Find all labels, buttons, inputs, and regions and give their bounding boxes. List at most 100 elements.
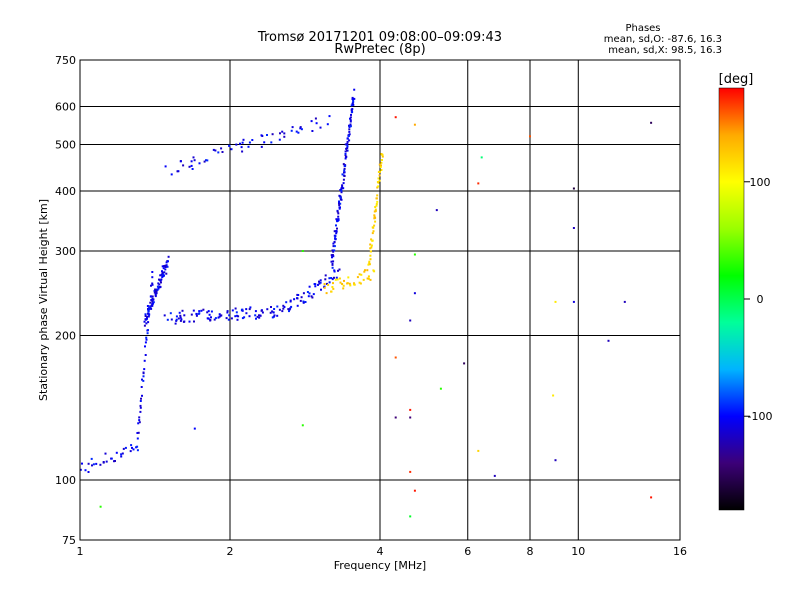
trace-point-o bbox=[182, 320, 185, 323]
trace-point-x bbox=[334, 278, 337, 281]
trace-point-o bbox=[335, 232, 338, 235]
trace-point-o bbox=[314, 117, 317, 120]
x-axis-label: Frequency [MHz] bbox=[334, 559, 426, 572]
trace-point-o bbox=[163, 314, 166, 317]
trace-point-o bbox=[285, 301, 288, 304]
trace-point-o bbox=[220, 314, 223, 317]
trace-point-x bbox=[367, 263, 370, 266]
trace-point-o bbox=[290, 305, 293, 308]
trace-point-o bbox=[300, 128, 303, 131]
trace-point-o bbox=[209, 318, 212, 321]
trace-point-o bbox=[255, 317, 257, 320]
trace-point-o bbox=[87, 462, 90, 465]
trace-point-o bbox=[312, 293, 315, 296]
trace-point-o bbox=[349, 117, 351, 120]
trace-point-o bbox=[248, 141, 251, 144]
trace-point-o bbox=[333, 245, 336, 248]
trace-point-o bbox=[245, 308, 248, 311]
trace-point-o bbox=[139, 410, 142, 413]
trace-point-o bbox=[328, 277, 331, 280]
trace-point-o bbox=[190, 160, 193, 163]
trace-point-o bbox=[344, 143, 347, 146]
trace-point-o bbox=[347, 135, 350, 137]
trace-point-x bbox=[375, 197, 378, 200]
trace-point-x bbox=[376, 194, 379, 197]
trace-point-x bbox=[379, 166, 382, 169]
trace-point-x bbox=[330, 290, 333, 293]
trace-point-o bbox=[153, 291, 156, 294]
trace-point-x bbox=[379, 170, 381, 173]
trace-point-o bbox=[136, 449, 139, 452]
trace-point-o bbox=[331, 263, 334, 266]
trace-point-o bbox=[272, 315, 275, 318]
trace-point-o bbox=[288, 308, 291, 311]
trace-point-x bbox=[380, 169, 383, 171]
trace-point-x bbox=[372, 269, 375, 272]
trace-point-o bbox=[348, 139, 351, 142]
trace-point-o bbox=[283, 306, 286, 308]
trace-point-o bbox=[339, 196, 342, 199]
trace-point-o bbox=[269, 311, 272, 314]
trace-point-o bbox=[163, 274, 165, 277]
colorbar-ticks: 100 0 -100 bbox=[744, 176, 772, 423]
trace-point-o bbox=[349, 116, 352, 119]
trace-point-o bbox=[163, 271, 166, 274]
trace-point-o bbox=[158, 286, 161, 289]
trace-point-o bbox=[328, 281, 331, 284]
trace-point-o bbox=[350, 113, 352, 116]
trace-point-o bbox=[271, 310, 274, 313]
trace-point-o bbox=[192, 309, 195, 312]
trace-point-o bbox=[114, 460, 116, 462]
trace-point-x bbox=[341, 283, 344, 285]
trace-point-o bbox=[176, 170, 179, 173]
trace-point-o bbox=[333, 241, 336, 244]
trace-point-o bbox=[157, 287, 160, 290]
trace-point-o bbox=[164, 268, 167, 271]
trace-point-x bbox=[358, 273, 361, 276]
trace-point-o bbox=[278, 138, 281, 141]
trace-point-o bbox=[115, 451, 118, 454]
phase-stats-title: Phases bbox=[625, 23, 660, 34]
trace-point-o bbox=[241, 317, 244, 320]
trace-point-o bbox=[179, 316, 182, 319]
trace-point-o bbox=[270, 141, 273, 144]
trace-point-o bbox=[150, 284, 152, 287]
trace-point-x bbox=[369, 258, 372, 261]
trace-point-o bbox=[151, 282, 154, 285]
trace-point-o bbox=[343, 175, 346, 177]
trace-point-o bbox=[104, 452, 107, 455]
trace-point-x bbox=[380, 161, 383, 164]
colorbar-tick-label: -100 bbox=[748, 410, 773, 423]
trace-point-o bbox=[159, 274, 162, 277]
trace-point-o bbox=[210, 316, 212, 319]
trace-point-o bbox=[346, 137, 349, 140]
outlier-point bbox=[477, 449, 480, 452]
trace-point-o bbox=[79, 468, 82, 471]
trace-point-o bbox=[150, 295, 153, 298]
x-tick-label: 1 bbox=[77, 545, 84, 558]
trace-point-o bbox=[156, 288, 159, 291]
trace-point-o bbox=[221, 151, 224, 153]
trace-point-x bbox=[323, 286, 326, 289]
trace-point-x bbox=[366, 277, 369, 280]
trace-point-x bbox=[375, 203, 378, 205]
y-tick-label: 500 bbox=[55, 139, 76, 152]
outlier-point bbox=[607, 339, 610, 342]
trace-point-x bbox=[368, 260, 371, 263]
trace-point-o bbox=[288, 310, 290, 313]
trace-point-o bbox=[235, 143, 238, 146]
colorbar-label: [deg] bbox=[719, 72, 754, 87]
trace-point-o bbox=[188, 320, 191, 323]
outlier-point bbox=[554, 300, 557, 303]
trace-point-o bbox=[289, 307, 292, 310]
trace-point-x bbox=[370, 244, 373, 247]
trace-point-o bbox=[139, 406, 142, 409]
trace-point-x bbox=[374, 216, 377, 219]
trace-point-o bbox=[344, 157, 347, 160]
trace-point-o bbox=[297, 294, 300, 296]
trace-point-o bbox=[319, 281, 322, 284]
trace-point-o bbox=[324, 274, 327, 277]
trace-point-o bbox=[296, 297, 299, 300]
trace-point-x bbox=[374, 206, 377, 208]
